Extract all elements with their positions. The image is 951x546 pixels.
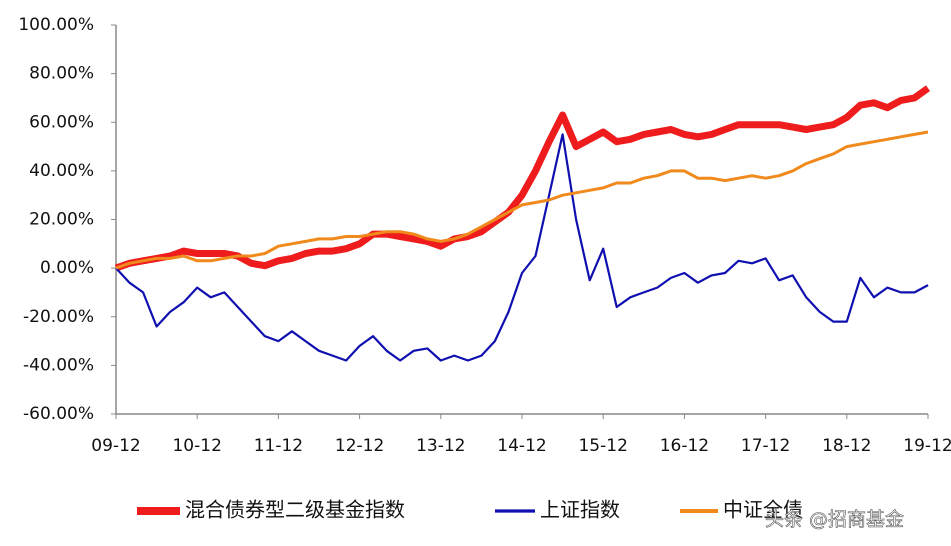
x-tick-label: 15-12 <box>578 436 627 456</box>
legend-label: 中证全债 <box>723 498 803 522</box>
y-tick-label: -60.00% <box>23 404 94 424</box>
y-tick-label: 100.00% <box>18 15 94 35</box>
series-line <box>115 130 929 270</box>
x-tick-label: 10-12 <box>172 436 221 456</box>
legend-label: 上证指数 <box>540 498 620 522</box>
y-tick-label: 80.00% <box>29 64 94 84</box>
y-tick-label: 40.00% <box>29 161 94 181</box>
x-tick-label: 09-12 <box>91 436 140 456</box>
y-tick-label: -20.00% <box>23 307 94 327</box>
x-tick-label: 11-12 <box>254 436 303 456</box>
series-line <box>114 85 931 272</box>
x-tick-label: 13-12 <box>416 436 465 456</box>
y-tick-label: 0.00% <box>40 258 94 278</box>
x-tick-label: 14-12 <box>497 436 546 456</box>
x-tick-label: 19-12 <box>903 436 951 456</box>
y-tick-label: 20.00% <box>29 210 94 230</box>
y-tick-label: -40.00% <box>23 355 94 375</box>
x-tick-label: 17-12 <box>741 436 790 456</box>
series-line <box>115 133 929 362</box>
x-tick-label: 18-12 <box>822 436 871 456</box>
watermark: 头条 @招商基金 <box>765 509 904 531</box>
x-tick-label: 16-12 <box>660 436 709 456</box>
y-tick-label: 60.00% <box>29 112 94 132</box>
legend-label: 混合债券型二级基金指数 <box>185 498 405 522</box>
x-tick-label: 12-12 <box>335 436 384 456</box>
